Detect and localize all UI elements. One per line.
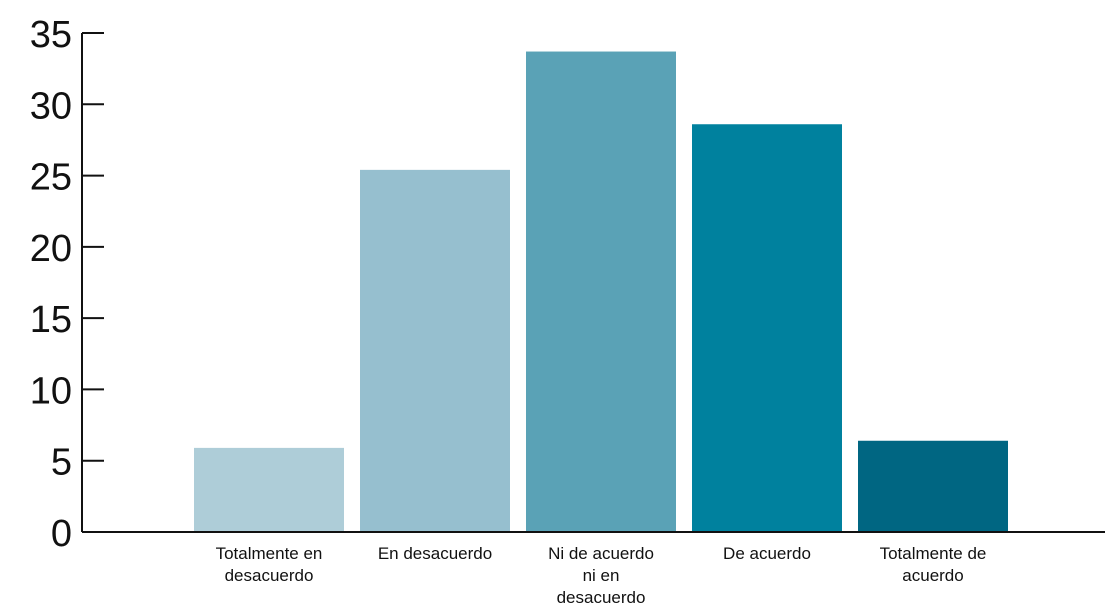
x-tick-label-line: Ni de acuerdo [548,544,654,563]
y-tick-label: 25 [30,157,72,199]
axes-group [81,33,1105,533]
bar-2 [360,169,510,532]
x-tick-label: Totalmente de acuerdo [880,544,987,585]
y-tick-label: 5 [51,442,72,484]
y-axis-ticks: 0 5 10 15 20 25 30 35 [30,14,104,555]
x-tick-label-line: De acuerdo [723,544,811,563]
y-tick-label: 35 [30,14,72,56]
y-tick-label: 30 [30,85,72,127]
bar-3 [526,51,676,532]
x-tick-label: En desacuerdo [378,544,492,563]
x-tick-label-line: desacuerdo [557,588,646,607]
bar-5 [858,440,1008,532]
x-tick-label-line: desacuerdo [225,566,314,585]
x-tick-label-line: En desacuerdo [378,544,492,563]
bar-1 [194,447,344,532]
x-tick-label-line: acuerdo [902,566,963,585]
x-tick-label-line: Totalmente en [216,544,323,563]
x-tick-label-line: ni en [583,566,620,585]
bars-group [194,51,1008,532]
bar-4 [692,124,842,532]
x-tick-label: Ni de acuerdo ni en desacuerdo [548,544,654,607]
x-axis-labels: Totalmente en desacuerdo En desacuerdo Ni d… [216,544,987,607]
y-tick-label: 10 [30,370,72,412]
x-tick-label: De acuerdo [723,544,811,563]
x-tick-label-line: Totalmente de [880,544,987,563]
x-tick-label: Totalmente en desacuerdo [216,544,323,585]
y-tick-label: 0 [51,513,72,555]
y-tick-label: 20 [30,228,72,270]
y-tick-label: 15 [30,299,72,341]
